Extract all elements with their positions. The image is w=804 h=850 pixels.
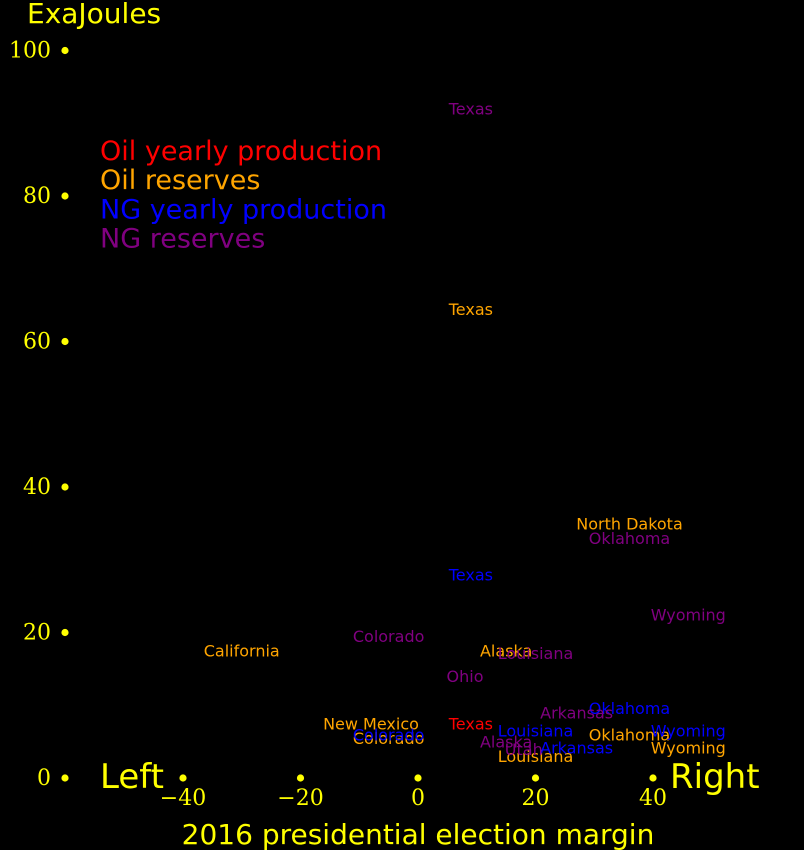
legend-entry: Oil reserves [100,165,260,196]
y-tick-marker [61,192,69,200]
data-point-label: Louisiana [498,722,574,741]
y-tick-marker [61,774,69,782]
x-tick-marker [179,774,187,782]
legend-entry: NG reserves [100,224,265,255]
data-point-label: Louisiana [498,644,574,663]
data-point-label: Arkansas [540,704,613,723]
x-tick-marker [649,774,657,782]
x-tick-marker [531,774,540,782]
data-labels: Texas Texas North Dakota California Alaska Ne… [204,100,726,766]
x-tick-marker [296,774,305,782]
data-point-label: North Dakota [576,514,683,533]
y-tick-label: 80 [23,184,51,209]
x-tick-label: −40 [160,786,206,811]
y-tick-marker [61,46,69,55]
x-tick-marker [414,774,422,782]
data-point-label: Arkansas [540,738,613,757]
data-point-label: Oklahoma [589,725,670,744]
y-axis-label: ExaJoules [27,0,161,30]
data-point-label: Alaska [480,733,532,752]
data-point-label: Wyoming [651,722,726,741]
data-point-label: Wyoming [651,738,726,757]
y-tick-label: 60 [23,330,51,355]
x-axis-label: 2016 presidential election margin [182,818,655,850]
right-direction-label: Right [670,757,760,797]
x-tick-label: 0 [411,786,425,811]
y-tick-label: 40 [23,475,51,500]
data-point-label: Alaska [480,642,532,661]
x-tick-label: 40 [639,786,667,811]
data-point-label: Colorado [353,627,425,646]
data-point-label: Wyoming [651,605,726,624]
x-tick-label: 20 [522,786,550,811]
y-tick-label: 0 [37,766,51,791]
data-point-label: Colorado [353,729,425,748]
data-point-label: Texas [448,565,493,584]
data-point-label: California [204,642,280,661]
data-point-label: New Mexico [323,714,419,733]
data-point-label: Ohio [447,667,484,686]
legend-entry: NG yearly production [100,194,387,225]
y-tick-marker [61,628,69,637]
y-tick-label: 100 [9,39,51,64]
y-tick-label: 20 [23,621,51,646]
x-axis-ticks: −40 −20 0 20 40 [160,774,667,811]
x-tick-label: −20 [277,786,323,811]
data-point-label: Oklahoma [589,529,670,548]
y-axis-ticks: 0 20 40 60 80 100 [9,39,69,791]
data-point-label: Texas [448,100,493,119]
data-point-label: Texas [448,300,493,319]
data-point-label: Louisiana [498,747,574,766]
data-point-label: Colorado [353,725,425,744]
data-point-label: Texas [448,714,493,733]
data-point-label: Oklahoma [589,699,670,718]
y-tick-marker [61,483,69,491]
left-direction-label: Left [100,757,164,797]
data-point-label: Utah [505,740,543,759]
y-tick-marker [61,337,69,346]
legend-entry: Oil yearly production [100,136,382,167]
